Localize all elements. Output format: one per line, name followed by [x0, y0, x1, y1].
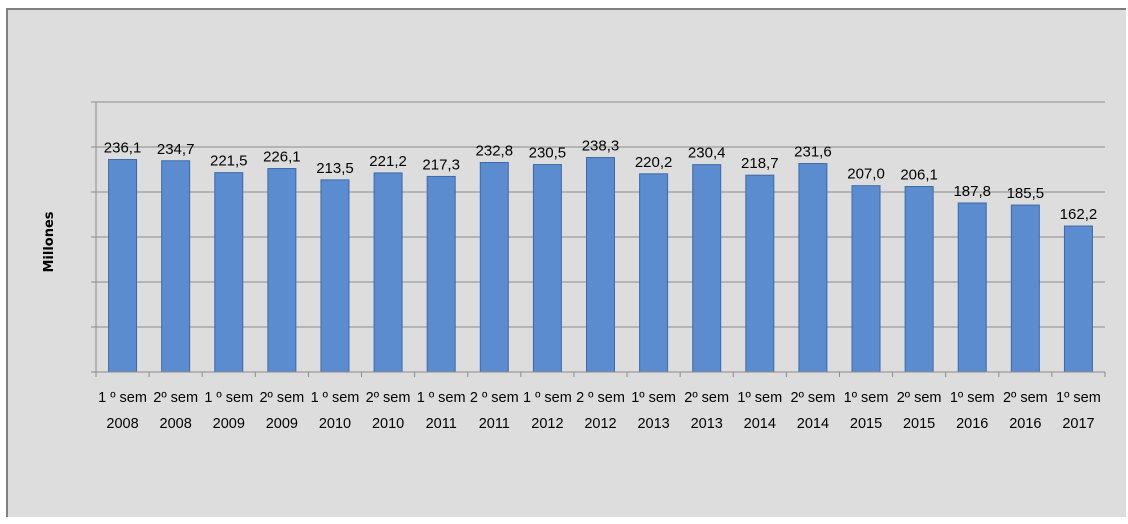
data-label: 236,1	[104, 140, 142, 157]
x-tick-labels: 1 º sem 2008 2º sem 2008 1 º sem 2009 2º sem 20…	[98, 390, 1101, 432]
data-label: 221,5	[210, 153, 248, 170]
x-tick-label: 2º sem	[1003, 390, 1048, 406]
x-tick-label-year: 2008	[106, 416, 138, 432]
x-tick-label: 1 º sem	[417, 390, 466, 406]
bar	[479, 161, 509, 373]
x-tick-label-year: 2014	[797, 416, 829, 432]
bar	[373, 172, 403, 373]
x-tick-label-year: 2015	[850, 416, 882, 432]
data-label: 218,7	[741, 155, 779, 172]
x-tick-label-year: 2010	[372, 416, 404, 432]
x-tick-label: 1º sem	[631, 390, 676, 406]
x-tick-label: 1 º sem	[523, 390, 572, 406]
x-tick-label: 2º sem	[684, 390, 729, 406]
x-tick-label: 1 º sem	[311, 390, 360, 406]
data-labels: 236,1 234,7 221,5 226,1 213,5 221,2 217,3 232,8…	[104, 138, 1097, 223]
x-tick-label-year: 2011	[426, 416, 457, 432]
x-tick-label-year: 2015	[903, 416, 935, 432]
x-tick-label: 1º sem	[950, 390, 995, 406]
bar	[904, 186, 934, 373]
axes	[91, 101, 1106, 377]
bar	[214, 172, 244, 373]
bar	[1010, 204, 1040, 373]
bar	[798, 163, 828, 373]
data-label: 230,5	[529, 145, 567, 162]
x-tick-label-year: 2017	[1062, 416, 1094, 432]
x-tick-label: 2º sem	[259, 390, 304, 406]
bar	[108, 159, 138, 373]
data-label: 230,4	[688, 145, 726, 162]
bar	[586, 157, 615, 373]
bars	[108, 157, 1093, 373]
data-label: 207,0	[847, 166, 885, 183]
bar	[1063, 225, 1093, 373]
data-label: 238,3	[582, 138, 620, 155]
x-tick-label-year: 2016	[1009, 416, 1041, 432]
data-label: 226,1	[263, 149, 301, 166]
x-tick-label: 1º sem	[737, 390, 782, 406]
bar	[532, 164, 562, 373]
x-tick-label-year: 2009	[266, 416, 298, 432]
bar	[957, 202, 987, 373]
bar-chart: 236,1 234,7 221,5 226,1 213,5 221,2 217,3 232,8…	[42, 101, 1106, 432]
data-label: 231,6	[794, 144, 832, 161]
data-label: 185,5	[1007, 185, 1045, 202]
data-label: 187,8	[953, 183, 991, 200]
data-label: 206,1	[900, 167, 938, 184]
data-label: 232,8	[476, 142, 514, 159]
bar	[745, 174, 775, 373]
x-tick-label: 2 º sem	[470, 390, 519, 406]
x-tick-label: 1º sem	[1056, 390, 1101, 406]
x-tick-label: 1 º sem	[98, 390, 147, 406]
x-tick-label: 2º sem	[897, 390, 942, 406]
data-label: 220,2	[635, 154, 673, 171]
data-label: 162,2	[1060, 206, 1098, 223]
bar	[320, 179, 350, 373]
x-tick-label: 2º sem	[366, 390, 411, 406]
x-tick-label-year: 2010	[319, 416, 351, 432]
chart-frame: 236,1 234,7 221,5 226,1 213,5 221,2 217,3 232,8…	[6, 8, 1126, 517]
x-tick-label-year: 2012	[584, 416, 616, 432]
bar	[851, 185, 881, 373]
x-tick-label: 1 º sem	[204, 390, 253, 406]
data-label: 234,7	[157, 141, 195, 158]
bar	[426, 175, 456, 373]
bar	[639, 173, 669, 373]
bar	[161, 160, 191, 373]
x-tick-label-year: 2013	[691, 416, 723, 432]
y-axis-label: Millones	[42, 211, 57, 272]
x-tick-label: 1º sem	[844, 390, 889, 406]
x-tick-label-year: 2016	[956, 416, 988, 432]
x-tick-label: 2 º sem	[576, 390, 625, 406]
data-label: 221,2	[369, 153, 407, 170]
x-tick-label-year: 2013	[637, 416, 669, 432]
bar	[692, 164, 722, 373]
x-tick-label-year: 2014	[744, 416, 776, 432]
x-tick-label: 2º sem	[791, 390, 836, 406]
x-tick-label-year: 2008	[160, 416, 192, 432]
x-tick-label-year: 2011	[479, 416, 510, 432]
x-tick-label: 2º sem	[153, 390, 198, 406]
x-tick-label-year: 2009	[213, 416, 245, 432]
data-label: 213,5	[316, 160, 354, 177]
data-label: 217,3	[422, 156, 460, 173]
bar	[267, 168, 297, 373]
x-tick-label-year: 2012	[531, 416, 563, 432]
